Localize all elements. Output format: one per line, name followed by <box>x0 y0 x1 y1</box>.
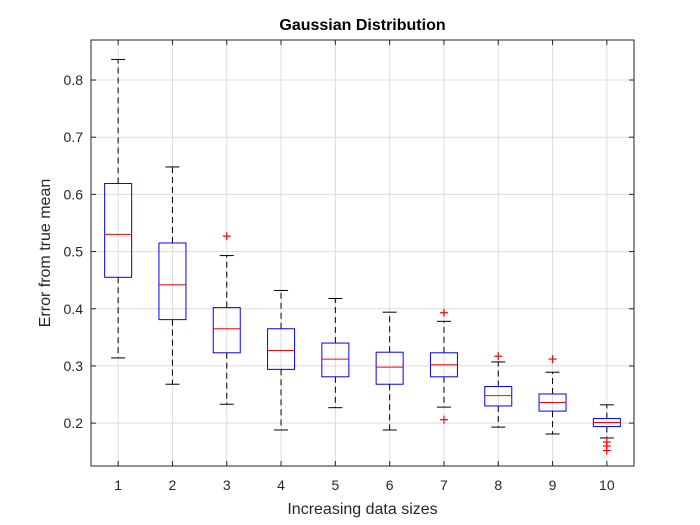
outlier-marker <box>494 352 503 361</box>
outlier-marker <box>222 232 231 241</box>
box-layer <box>104 58 621 455</box>
y-tick-label: 0.8 <box>64 72 84 88</box>
outlier-marker <box>602 446 611 455</box>
iqr-box <box>484 386 513 407</box>
box-group-1 <box>104 58 133 359</box>
x-tick-label: 8 <box>494 477 502 493</box>
plot-area: 0.2 0.3 0.4 0.5 0.6 0.7 0.8 1 2 3 4 5 6 7 8 9 10 <box>64 39 635 493</box>
box-group-8 <box>484 352 513 428</box>
x-tick-label: 3 <box>223 477 231 493</box>
box-group-4 <box>267 289 296 431</box>
y-tick-label: 0.2 <box>64 415 84 431</box>
y-axis-title: Error from true mean <box>37 179 54 327</box>
iqr-box <box>267 328 296 370</box>
chart-title: Gaussian Distribution <box>279 17 445 34</box>
box-group-10 <box>592 404 621 455</box>
outlier-marker <box>439 415 448 424</box>
axes-frame <box>90 39 635 467</box>
iqr-box <box>321 342 350 378</box>
y-tick-label: 0.4 <box>64 301 84 317</box>
grid-layer <box>91 40 634 466</box>
iqr-box <box>212 307 241 354</box>
y-tick-label: 0.3 <box>64 358 84 374</box>
x-tick-label: 6 <box>386 477 394 493</box>
tick-layer: 0.2 0.3 0.4 0.5 0.6 0.7 0.8 1 2 3 4 5 6 7 8 9 10 <box>64 40 634 493</box>
y-tick-label: 0.6 <box>64 186 84 202</box>
x-tick-label: 7 <box>440 477 448 493</box>
box-group-7 <box>429 308 458 424</box>
x-tick-label: 5 <box>331 477 339 493</box>
outlier-marker <box>548 355 557 364</box>
y-tick-label: 0.7 <box>64 129 84 145</box>
x-axis-title: Increasing data sizes <box>287 501 437 518</box>
iqr-box <box>158 242 187 321</box>
x-tick-label: 10 <box>599 477 615 493</box>
box-group-9 <box>538 355 567 435</box>
box-group-6 <box>375 311 404 431</box>
box-group-3 <box>212 232 241 405</box>
x-tick-label: 9 <box>549 477 557 493</box>
iqr-box <box>104 183 133 278</box>
axes-background <box>91 40 634 466</box>
outlier-marker <box>439 308 448 317</box>
box-group-2 <box>158 166 187 385</box>
x-tick-label: 1 <box>114 477 122 493</box>
y-tick-label: 0.5 <box>64 244 84 260</box>
x-tick-label: 4 <box>277 477 285 493</box>
iqr-box <box>375 351 404 385</box>
box-group-5 <box>321 297 350 409</box>
x-tick-label: 2 <box>169 477 177 493</box>
